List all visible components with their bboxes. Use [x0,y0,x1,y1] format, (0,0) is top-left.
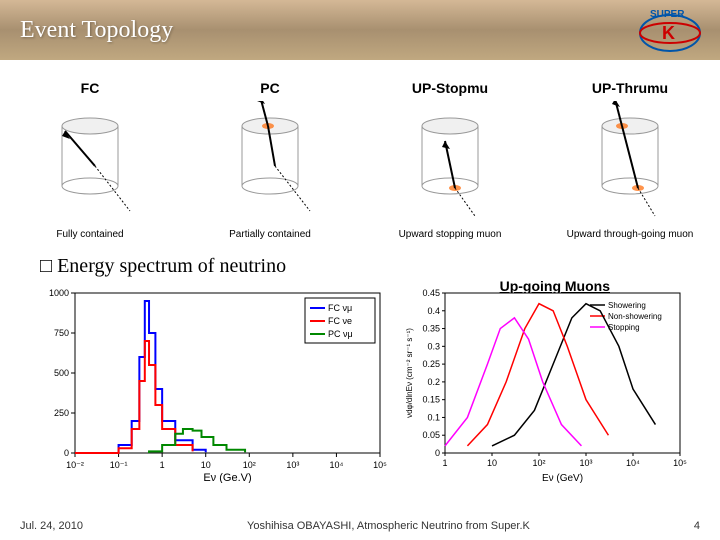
footer-page: 4 [694,520,700,532]
topology-pc: PC Partially contained [200,80,340,240]
cylinder-fc [40,101,140,221]
footer: Jul. 24, 2010 Yoshihisa OBAYASHI, Atmosp… [0,520,720,532]
page-title: Event Topology [20,17,173,44]
svg-text:10⁵: 10⁵ [373,460,387,470]
svg-text:1: 1 [442,458,447,468]
svg-text:0.25: 0.25 [422,359,440,369]
footer-date: Jul. 24, 2010 [20,520,83,532]
svg-text:10: 10 [201,460,211,470]
upgoing-muons-chart: 0 0.05 0.1 0.15 0.2 0.25 0.3 0.35 0.4 0.45 1 10 10² 1… [400,283,690,483]
svg-text:10²: 10² [532,458,545,468]
svg-text:500: 500 [54,368,69,378]
svg-text:10⁴: 10⁴ [626,458,640,468]
topology-thrumu: UP-Thrumu Upward through-going muon [560,80,700,240]
charts-row: 0250500750100010⁻²10⁻¹11010²10³10⁴10⁵Eν … [20,283,700,483]
topology-stopmu: UP-Stopmu Upward stopping muon [380,80,520,240]
svg-text:FC νe: FC νe [328,316,352,326]
svg-text:10⁻²: 10⁻² [66,460,84,470]
topology-row: FC Fully contained PC [20,80,700,240]
svg-text:1000: 1000 [49,288,69,298]
svg-text:0: 0 [64,448,69,458]
svg-text:10⁴: 10⁴ [329,460,343,470]
svg-text:10³: 10³ [286,460,299,470]
svg-text:0.45: 0.45 [422,288,440,298]
svg-text:0.4: 0.4 [427,306,440,316]
cylinder-stopmu [400,101,500,221]
svg-text:FC νμ: FC νμ [328,303,352,313]
svg-text:νdφ/dlnEν (cm⁻² sr⁻¹ s⁻¹): νdφ/dlnEν (cm⁻² sr⁻¹ s⁻¹) [405,328,414,418]
energy-spectrum-chart: 0 250 500 750 1000 10⁻² 10⁻¹ 1 10 10² 10³ 10⁴ 10⁵ Eν … [30,283,390,483]
svg-text:0: 0 [435,448,440,458]
svg-text:PC νμ: PC νμ [328,329,353,339]
svg-text:0.15: 0.15 [422,395,440,405]
svg-text:0.05: 0.05 [422,430,440,440]
svg-text:250: 250 [54,408,69,418]
cylinder-thrumu [580,101,680,221]
svg-text:Stopping: Stopping [608,323,640,332]
svg-text:Non-showering: Non-showering [608,312,662,321]
topology-fc: FC Fully contained [20,80,160,240]
footer-author: Yoshihisa OBAYASHI, Atmospheric Neutrino… [247,520,530,532]
svg-text:750: 750 [54,328,69,338]
superk-logo: SUPER K [610,5,710,55]
svg-text:Showering: Showering [608,301,646,310]
svg-text:10³: 10³ [579,458,592,468]
cylinder-pc [220,101,320,221]
svg-text:10⁻¹: 10⁻¹ [110,460,128,470]
svg-text:10: 10 [487,458,497,468]
svg-text:0.2: 0.2 [427,377,440,387]
svg-text:0.3: 0.3 [427,341,440,351]
svg-text:0.1: 0.1 [427,412,440,422]
svg-text:K: K [662,23,675,43]
svg-text:SUPER: SUPER [650,9,685,20]
svg-text:Eν (Ge.V): Eν (Ge.V) [203,472,251,483]
svg-text:10²: 10² [243,460,256,470]
header-bar: Event Topology SUPER K [0,0,720,60]
svg-text:0.35: 0.35 [422,324,440,334]
svg-text:Eν (GeV): Eν (GeV) [542,473,583,483]
svg-text:10⁵: 10⁵ [673,458,687,468]
bullet-energy: □ Energy spectrum of neutrino [40,255,700,278]
svg-text:1: 1 [160,460,165,470]
